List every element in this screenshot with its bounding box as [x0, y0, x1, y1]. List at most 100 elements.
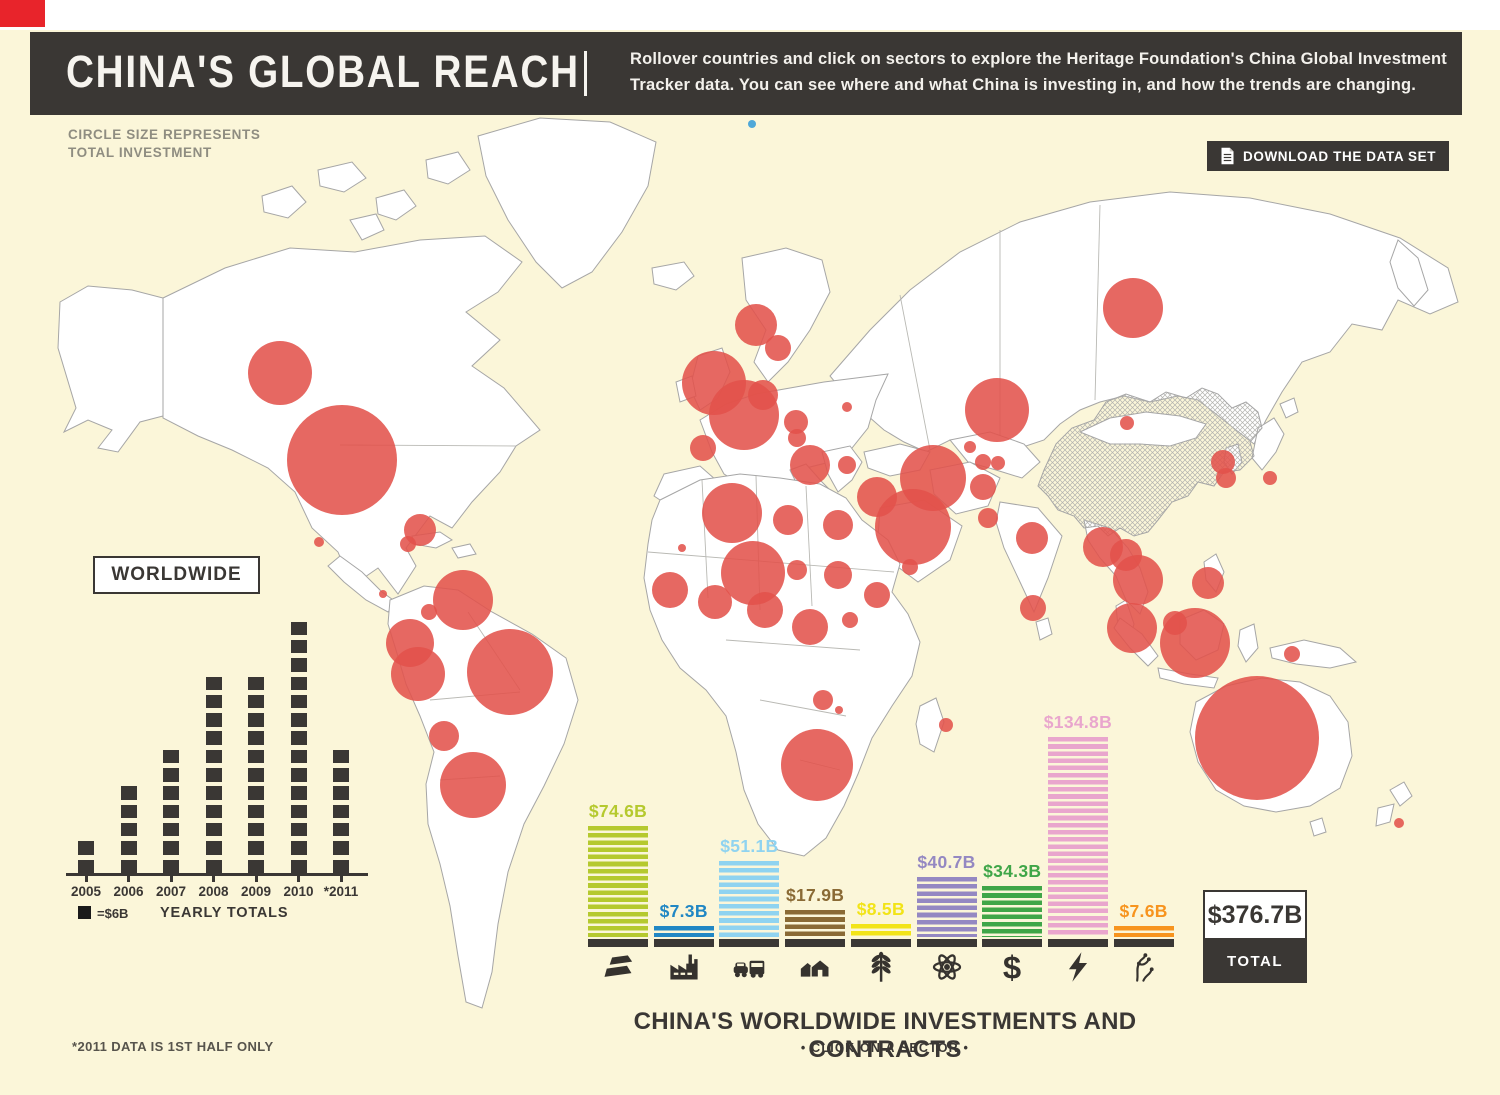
yearly-bar-segment — [205, 713, 222, 727]
investment-circle[interactable] — [842, 612, 858, 628]
investment-circle[interactable] — [429, 721, 459, 751]
investment-circle[interactable] — [864, 582, 890, 608]
investment-circle[interactable] — [690, 435, 716, 461]
investment-circle[interactable] — [975, 454, 991, 470]
investment-circle[interactable] — [823, 510, 853, 540]
sector-value-label: $7.6B — [1119, 900, 1168, 921]
investment-circle[interactable] — [1160, 608, 1230, 678]
yearly-tick-label: 2005 — [70, 884, 102, 899]
investment-circle[interactable] — [773, 505, 803, 535]
investment-circle[interactable] — [735, 304, 777, 346]
investment-circle[interactable] — [400, 536, 416, 552]
yearly-bar-segment — [248, 804, 264, 819]
investment-circle[interactable] — [1113, 555, 1163, 605]
yearly-bar-segment — [163, 859, 179, 873]
investment-circle[interactable] — [287, 405, 397, 515]
sector-bar[interactable] — [1047, 737, 1108, 937]
investment-circle[interactable] — [875, 489, 951, 565]
investment-circle[interactable] — [813, 690, 833, 710]
sector-bar[interactable] — [785, 910, 846, 937]
yearly-bar-segment — [290, 822, 307, 837]
gold-bars-icon[interactable] — [600, 950, 636, 984]
investment-circle[interactable] — [787, 560, 807, 580]
sector-value-label: $74.6B — [588, 801, 648, 822]
investment-circle[interactable] — [964, 441, 976, 453]
yearly-bar-segment — [290, 841, 307, 855]
investment-circle[interactable] — [838, 456, 856, 474]
investment-circle[interactable] — [902, 559, 918, 575]
investment-circle[interactable] — [991, 456, 1005, 470]
investment-circle[interactable] — [765, 335, 791, 361]
investment-circle[interactable] — [792, 609, 828, 645]
transport-icon[interactable] — [731, 950, 767, 984]
investment-circle[interactable] — [314, 537, 324, 547]
investment-circle[interactable] — [1107, 603, 1157, 653]
investment-circle[interactable] — [965, 378, 1029, 442]
investment-circle[interactable] — [842, 402, 852, 412]
real-estate-icon[interactable] — [797, 950, 833, 984]
factory-icon[interactable] — [666, 950, 702, 984]
investment-circle[interactable] — [391, 647, 445, 701]
investment-circle[interactable] — [978, 508, 998, 528]
sector-bar[interactable] — [653, 926, 714, 937]
investment-circle[interactable] — [379, 590, 387, 598]
investment-circle[interactable] — [1263, 471, 1277, 485]
investment-circle[interactable] — [421, 604, 437, 620]
investment-circle[interactable] — [835, 706, 843, 714]
investment-circle[interactable] — [781, 729, 853, 801]
investment-circle[interactable] — [1120, 416, 1134, 430]
investment-circle[interactable] — [857, 477, 897, 517]
download-data-button[interactable]: DOWNLOAD THE DATA SET — [1207, 141, 1450, 171]
investment-circle[interactable] — [1216, 468, 1236, 488]
sector-bar[interactable] — [588, 826, 648, 937]
yearly-bar-segment — [163, 841, 179, 855]
investment-circle[interactable] — [1192, 567, 1224, 599]
investment-circle[interactable] — [678, 544, 686, 552]
investment-circle[interactable] — [709, 380, 779, 450]
sector-bar-base — [850, 939, 911, 947]
investment-circle[interactable] — [824, 561, 852, 589]
investment-circle[interactable] — [784, 410, 808, 434]
investment-circle[interactable] — [1020, 595, 1046, 621]
investment-circle[interactable] — [747, 592, 783, 628]
sector-bar[interactable] — [850, 924, 911, 937]
yearly-tick-label: 2006 — [113, 884, 144, 899]
finance-icon[interactable] — [994, 950, 1030, 984]
investment-circle[interactable] — [698, 585, 732, 619]
sector-value-label: $8.5B — [856, 899, 905, 920]
investment-circle[interactable] — [721, 541, 785, 605]
investment-circle[interactable] — [939, 718, 953, 732]
investment-circle[interactable] — [440, 752, 506, 818]
investment-circle[interactable] — [1103, 278, 1163, 338]
investment-circle[interactable] — [433, 570, 493, 630]
investment-circle[interactable] — [1211, 450, 1235, 474]
investment-circle[interactable] — [248, 341, 312, 405]
investment-circle[interactable] — [1195, 676, 1319, 800]
energy-icon[interactable] — [1060, 950, 1096, 984]
investment-circle[interactable] — [1394, 818, 1404, 828]
document-icon — [1220, 147, 1235, 165]
sector-bar[interactable] — [916, 876, 977, 937]
yearly-bar-segment — [120, 822, 137, 837]
sector-value-label: $34.3B — [983, 861, 1042, 882]
investment-circle[interactable] — [1016, 522, 1048, 554]
sector-bar[interactable] — [982, 886, 1043, 937]
power-grid-icon[interactable] — [1126, 950, 1162, 984]
investment-circle[interactable] — [790, 445, 830, 485]
sector-bar[interactable] — [1113, 925, 1174, 937]
investment-circle[interactable] — [788, 429, 806, 447]
yearly-bar-segment — [248, 768, 264, 782]
yearly-axis — [66, 873, 368, 876]
investment-circle[interactable] — [467, 629, 553, 715]
agriculture-icon[interactable] — [863, 950, 899, 984]
worldwide-scope-label[interactable]: WORLDWIDE — [93, 556, 260, 594]
investment-circle[interactable] — [970, 474, 996, 500]
investment-circle[interactable] — [652, 572, 688, 608]
total-label: TOTAL — [1203, 940, 1307, 983]
investment-circle[interactable] — [702, 483, 762, 543]
yearly-bar-segment — [120, 804, 137, 819]
atom-icon[interactable] — [929, 950, 965, 984]
yearly-bar-2009 — [248, 676, 264, 873]
investment-circle[interactable] — [1284, 646, 1300, 662]
sector-bar[interactable] — [719, 861, 780, 937]
